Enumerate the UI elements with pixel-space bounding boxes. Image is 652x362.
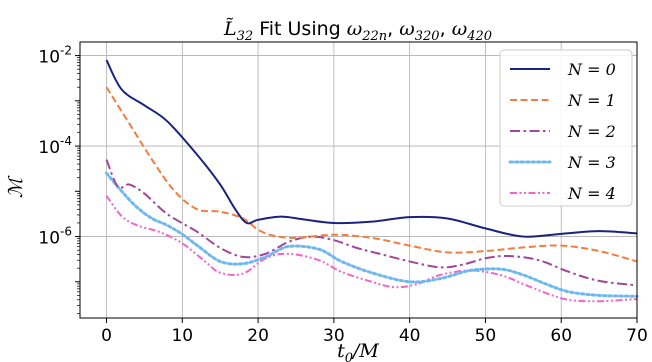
x-tick-label: 0 [101, 326, 112, 346]
legend-label: N = 2 [567, 122, 616, 141]
series-line-n=2 [105, 159, 638, 287]
y-tick-label: 10-4 [38, 134, 72, 158]
chart-title: L̃32 Fit Using ω22n, ω320, ω420 [223, 18, 492, 44]
series-line-n=3 [105, 171, 639, 298]
legend-label: N = 0 [567, 60, 616, 79]
y-axis-ticks: 10-2 10-4 10-6 [38, 44, 80, 314]
legend: N = 0 N = 1 N = 2 N = 3 N = 4 [499, 49, 633, 207]
plot-frame [79, 41, 638, 319]
legend-label: N = 4 [567, 184, 616, 203]
x-tick-label: 70 [626, 326, 648, 346]
x-tick-label: 60 [550, 326, 572, 346]
x-tick-label: 10 [171, 326, 193, 346]
x-axis-label: t0/M [337, 340, 379, 362]
y-axis-label: ℳ [5, 175, 27, 198]
series-line-n=1 [105, 86, 638, 263]
x-tick-label: 50 [475, 326, 497, 346]
y-tick-label: 10-6 [38, 225, 72, 249]
y-tick-label: 10-2 [38, 44, 72, 68]
series-line-n=4 [105, 195, 638, 303]
legend-label: N = 1 [567, 91, 616, 110]
series-lines [105, 59, 639, 303]
x-tick-label: 30 [323, 326, 345, 346]
legend-label: N = 3 [567, 153, 616, 172]
x-tick-label: 40 [399, 326, 421, 346]
x-tick-label: 20 [247, 326, 269, 346]
legend-box [499, 49, 633, 207]
x-axis-ticks: 0 10 20 30 40 50 60 70 [101, 318, 648, 346]
series-line-n=0 [105, 59, 638, 238]
